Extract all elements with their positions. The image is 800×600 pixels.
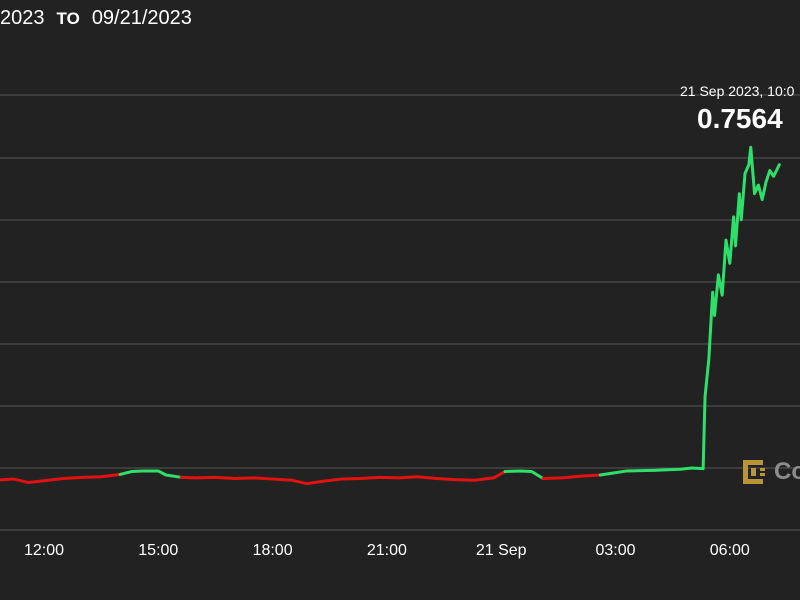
range-start-date: 2023: [0, 7, 45, 29]
brand-logo-icon: [743, 460, 765, 484]
price-line-up-segment: [598, 145, 781, 477]
x-axis-tick-label: 15:00: [138, 542, 179, 559]
x-axis-tick-label: 03:00: [595, 542, 636, 559]
price-line-up-segment: [503, 469, 545, 480]
price-line-down-segment: [0, 472, 122, 485]
x-axis-tick-label: 12:00: [23, 542, 65, 559]
x-axis-tick-label: 18:00: [252, 542, 293, 559]
date-range-title: 2023 TO 09/21/2023: [0, 6, 192, 30]
x-axis-tick-label: 06:00: [709, 542, 750, 559]
tooltip-value: 0.7564: [697, 103, 783, 134]
brand-watermark-text: Co: [774, 458, 800, 485]
x-axis-tick-label: 21:00: [366, 542, 407, 559]
brand-watermark: Co: [742, 455, 800, 489]
tooltip-date: 21 Sep 2023, 10:0: [680, 83, 795, 99]
range-end-date: 09/21/2023: [91, 7, 192, 29]
price-line-up-segment: [118, 469, 183, 479]
price-line-down-segment: [541, 473, 602, 480]
range-to-label: TO: [56, 9, 80, 28]
price-line-down-segment: [179, 470, 507, 486]
x-axis-tick-label: 21 Sep: [475, 542, 527, 559]
